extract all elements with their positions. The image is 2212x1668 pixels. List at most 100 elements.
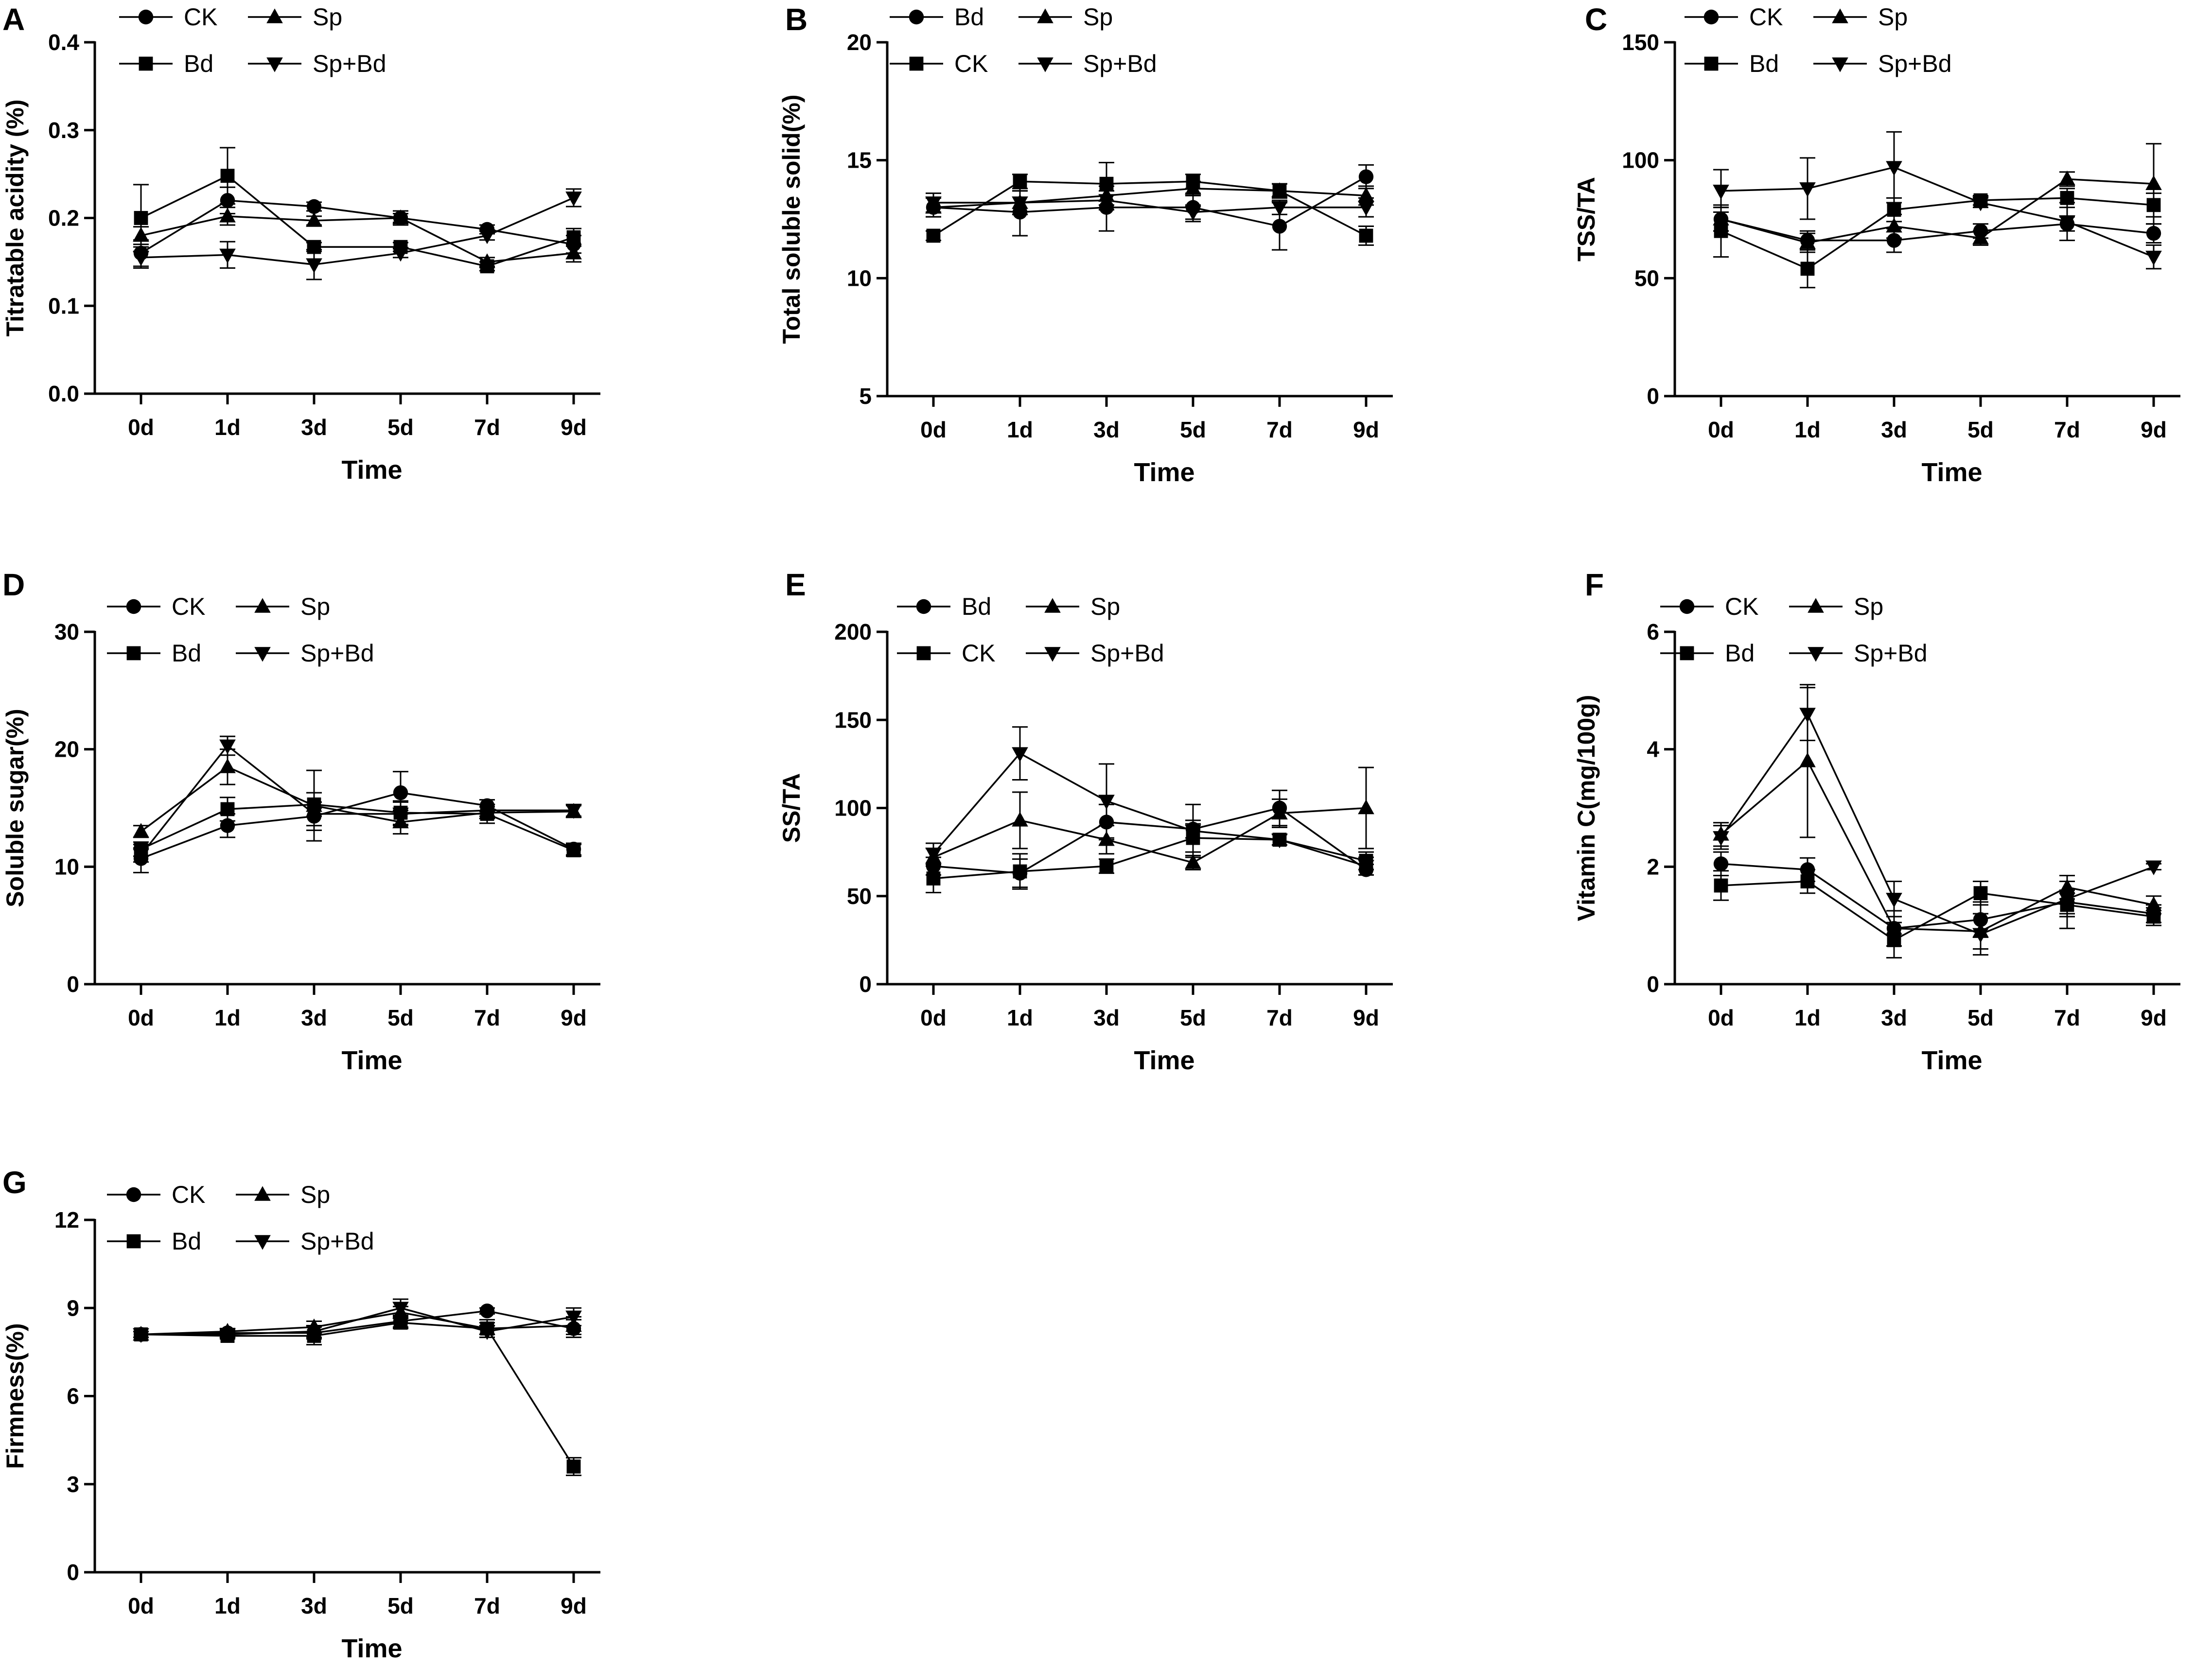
legend-marker-sp-bd	[254, 1235, 271, 1250]
legend-marker-bd	[1704, 56, 1719, 71]
legend-label-sp-bd: Sp+Bd	[313, 50, 386, 77]
legend-marker-sp	[1037, 8, 1053, 23]
data-point-ck	[1013, 174, 1027, 189]
data-point-sp	[392, 209, 409, 225]
series-line-ck	[140, 199, 574, 254]
series-line-sp-bd	[140, 197, 574, 266]
data-point-sp-bd	[306, 807, 322, 823]
series-line-sp-bd	[1720, 712, 2154, 936]
data-point-bd	[1272, 219, 1287, 234]
data-point-ck	[1886, 233, 1902, 248]
data-point-sp-bd	[1713, 184, 1729, 200]
series-line-sp	[140, 215, 574, 263]
y-tick-label: 30	[54, 619, 79, 644]
legend-marker-bd	[909, 9, 924, 25]
x-axis-title: Time	[1134, 1046, 1194, 1075]
y-tick-label: 0	[1647, 383, 1659, 409]
data-point-ck	[926, 871, 941, 886]
data-point-sp-bd	[1972, 928, 1989, 943]
legend-label-sp: Sp	[1854, 593, 1883, 620]
data-point-bd	[1887, 203, 1901, 217]
data-point-bd	[2146, 909, 2161, 924]
x-axis-title: Time	[1921, 458, 1982, 487]
panel-letter-e: E	[785, 567, 806, 602]
series-group	[133, 147, 582, 280]
data-point-bd	[1800, 874, 1815, 888]
panel-letter-c: C	[1585, 2, 1607, 37]
data-point-sp-bd	[1271, 833, 1288, 849]
data-point-bd	[1887, 933, 1901, 947]
legend: Bd Sp CK Sp+Bd	[890, 3, 1157, 77]
legend-marker-sp	[254, 598, 271, 613]
y-tick-label: 50	[847, 884, 872, 909]
x-tick-label: 7d	[2054, 417, 2080, 442]
legend: CK Sp Bd Sp+Bd	[107, 1181, 374, 1255]
panel-d: D 0 10 20 30 0d 1d 3d 5d 7d 9d Time Soluble sugar(%)…	[1, 567, 600, 1075]
legend-marker-ck	[909, 56, 924, 71]
data-point-sp	[1185, 854, 1201, 869]
data-point-sp-bd	[1972, 196, 1989, 211]
y-tick-label: 6	[67, 1384, 79, 1409]
x-axis-title: Time	[1921, 1046, 1982, 1075]
legend-label-ck: CK	[184, 3, 217, 31]
data-point-ck	[220, 818, 235, 833]
data-point-bd	[1714, 878, 1728, 893]
data-point-sp-bd	[1185, 824, 1201, 840]
series-group	[133, 1298, 582, 1477]
data-point-sp	[1799, 752, 1816, 767]
data-point-bd	[566, 230, 581, 244]
panel-f: F 0 2 4 6 0d 1d 3d 5d 7d 9d Time Vitamin C(mg/100g) C…	[1573, 567, 2180, 1075]
legend-marker-bd	[1680, 646, 1694, 660]
data-point-bd	[480, 259, 494, 274]
data-point-sp-bd	[2145, 250, 2162, 266]
legend-marker-ck	[1703, 9, 1719, 25]
data-point-sp	[1012, 812, 1028, 827]
series-line-sp-bd	[932, 752, 1367, 867]
legend-label-sp-bd: Sp+Bd	[1083, 50, 1157, 77]
legend-marker-sp	[1832, 8, 1848, 23]
x-tick-label: 9d	[1353, 417, 1379, 442]
panel-c: C 0 50 100 150 0d 1d 3d 5d 7d 9d Time TSS/TA CK Sp Bd Sp…	[1573, 2, 2180, 487]
x-tick-label: 9d	[561, 1593, 587, 1618]
x-tick-label: 1d	[214, 1005, 241, 1030]
series-group	[1713, 684, 2162, 959]
x-tick-label: 3d	[301, 415, 327, 440]
data-point-sp	[1358, 799, 1374, 815]
x-tick-label: 7d	[1266, 1005, 1293, 1030]
x-tick-label: 0d	[128, 1593, 154, 1618]
y-axis-title: TSS/TA	[1573, 177, 1600, 261]
panel-a: A 0.0 0.1 0.2 0.3 0.4 0d 1d 3d 5d 7d 9d Time Titratab…	[1, 2, 600, 485]
panel-letter-a: A	[2, 2, 25, 37]
x-tick-label: 7d	[474, 1593, 500, 1618]
x-tick-label: 3d	[301, 1005, 327, 1030]
data-point-bd	[566, 1460, 581, 1474]
data-point-sp-bd	[1886, 161, 1902, 176]
data-point-sp	[565, 244, 582, 260]
y-axis-title: Firmness(%)	[1, 1323, 29, 1469]
y-tick-label: 10	[54, 854, 79, 879]
legend-label-bd: Bd	[962, 593, 991, 620]
data-point-ck	[2146, 226, 2161, 241]
x-tick-label: 0d	[920, 417, 947, 442]
legend-marker-sp	[266, 8, 283, 23]
x-tick-label: 1d	[214, 1593, 241, 1618]
data-point-sp-bd	[2059, 215, 2075, 230]
legend-label-bd: Bd	[172, 1228, 201, 1255]
series-line-bd	[933, 176, 1367, 227]
x-tick-label: 1d	[1007, 1005, 1033, 1030]
data-point-sp-bd	[392, 807, 409, 823]
data-point-ck	[926, 228, 941, 243]
data-point-ck	[1099, 859, 1114, 873]
series-line-sp-bd	[1720, 166, 2154, 258]
series-line-ck	[1720, 863, 2154, 930]
legend-label-ck: CK	[172, 1181, 205, 1208]
legend: Bd Sp CK Sp+Bd	[897, 593, 1164, 667]
data-point-sp-bd	[219, 1328, 236, 1343]
data-point-sp	[2059, 170, 2075, 186]
x-tick-label: 7d	[474, 1005, 500, 1030]
data-point-sp-bd	[392, 1302, 409, 1317]
data-point-sp	[1799, 234, 1816, 249]
data-point-bd	[1973, 886, 1988, 901]
legend-label-sp-bd: Sp+Bd	[300, 640, 374, 667]
data-point-sp	[306, 212, 322, 227]
